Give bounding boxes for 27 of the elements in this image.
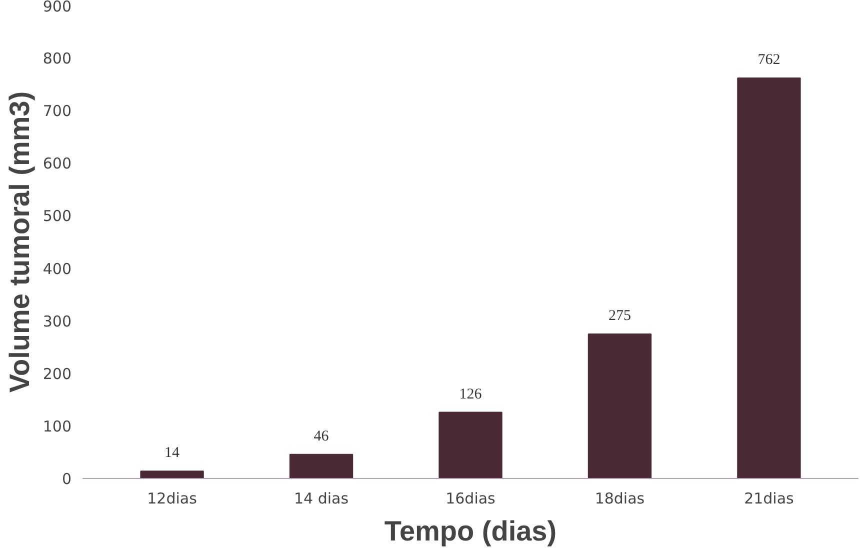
y-tick-label: 500 (42, 207, 72, 226)
y-tick-label: 0 (62, 470, 72, 488)
data-label: 126 (459, 386, 482, 402)
x-tick-label: 21dias (744, 490, 794, 508)
x-tick-label: 12dias (147, 490, 198, 508)
bar (289, 454, 354, 478)
y-tick-label: 700 (42, 102, 72, 120)
x-axis-title: Tempo (dias) (384, 516, 557, 546)
y-axis-title: Volume tumoral (mm3) (4, 91, 35, 393)
x-tick-label: 18dias (594, 490, 645, 508)
bar (438, 412, 502, 478)
data-label: 762 (758, 52, 780, 68)
y-tick-label: 400 (42, 260, 72, 278)
y-tick-label: 300 (42, 312, 72, 330)
x-tick-label: 14 dias (294, 490, 349, 508)
y-tick-label: 100 (42, 417, 72, 436)
y-tick-label: 800 (42, 50, 72, 68)
y-tick-label: 200 (42, 364, 72, 383)
y-tick-label: 900 (42, 0, 72, 16)
bar (140, 470, 204, 478)
x-tick-label: 16dias (446, 490, 496, 508)
data-label: 46 (314, 428, 330, 444)
bar (737, 78, 801, 478)
data-label: 14 (164, 445, 180, 462)
data-label: 275 (608, 308, 631, 324)
y-tick-label: 600 (42, 154, 72, 173)
bar (588, 333, 652, 478)
